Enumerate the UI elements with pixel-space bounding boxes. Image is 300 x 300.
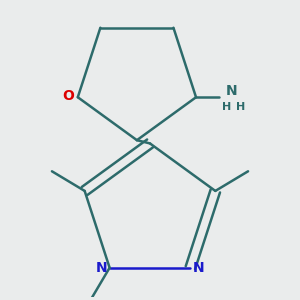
Text: N: N (193, 261, 204, 275)
Text: H: H (223, 102, 232, 112)
Text: H: H (236, 102, 245, 112)
Text: O: O (62, 88, 74, 103)
Text: N: N (226, 84, 238, 98)
Text: N: N (96, 261, 107, 275)
